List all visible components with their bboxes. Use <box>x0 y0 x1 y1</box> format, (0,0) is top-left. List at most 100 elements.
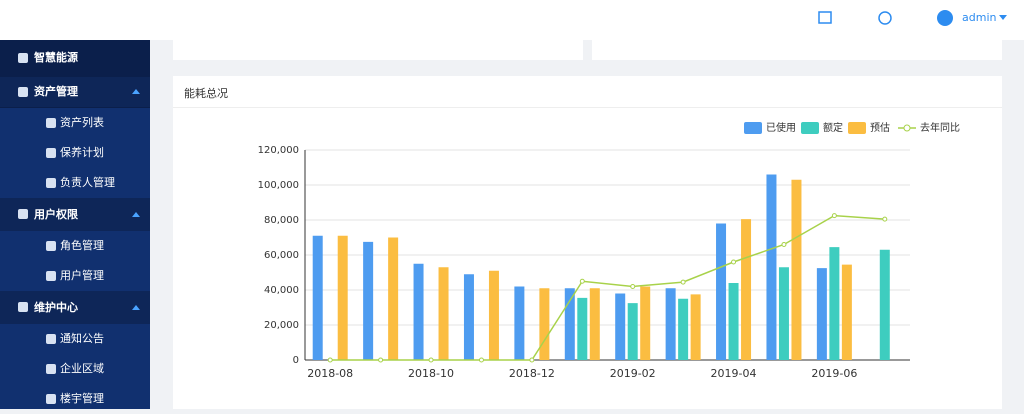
bar <box>741 219 752 360</box>
menu-item[interactable]: 楼宇管理 <box>0 384 150 409</box>
line-point <box>378 357 384 363</box>
avatar-icon[interactable] <box>937 10 953 26</box>
power-icon[interactable] <box>878 11 892 25</box>
menu-label: 角色管理 <box>60 239 104 252</box>
menu-label: 通知公告 <box>60 332 104 345</box>
menu-group[interactable]: 资产管理 <box>0 77 150 107</box>
menu-item[interactable]: 角色管理 <box>0 231 150 261</box>
bar <box>564 288 575 360</box>
bar <box>879 249 890 360</box>
bar <box>678 298 689 360</box>
bar <box>363 241 374 360</box>
legend-label: 已使用 <box>766 121 796 134</box>
y-tick-label: 60,000 <box>264 250 299 261</box>
bar <box>640 286 651 360</box>
x-tick-label: 2019-06 <box>811 367 857 380</box>
legend-label: 预估 <box>870 121 890 134</box>
line-point <box>781 242 787 247</box>
menu-item[interactable]: 企业区域 <box>0 354 150 384</box>
line-point <box>831 213 837 219</box>
line-point <box>579 278 585 284</box>
menu-item[interactable]: 资产列表 <box>0 108 150 138</box>
bar <box>728 283 739 360</box>
card <box>592 40 1002 60</box>
y-tick-label: 0 <box>293 355 299 366</box>
menu-item[interactable]: 保养计划 <box>0 138 150 168</box>
sidebar: 智慧能源 资产管理 资产列表 保养计划 负责人管理 用户权限 角色管理 用户管理… <box>0 40 150 409</box>
menu-group[interactable]: 维护中心 <box>0 291 150 324</box>
y-tick-label: 40,000 <box>264 285 299 296</box>
menu-label: 智慧能源 <box>34 51 78 64</box>
y-tick-label: 80,000 <box>264 215 299 226</box>
legend-swatch <box>744 122 762 134</box>
dropdown-caret[interactable] <box>999 15 1007 20</box>
menu-item[interactable]: 智慧能源 <box>0 43 150 73</box>
line-point <box>529 357 535 363</box>
menu-label: 负责人管理 <box>60 176 115 189</box>
user-name[interactable]: admin <box>962 11 997 24</box>
bar <box>463 274 474 360</box>
bar <box>514 286 525 360</box>
bar <box>577 297 588 360</box>
bar <box>539 288 550 360</box>
top-bar: admin <box>0 0 1024 40</box>
x-tick-label: 2019-04 <box>711 367 757 380</box>
line <box>330 214 885 361</box>
legend-marker <box>903 124 911 132</box>
bar <box>690 294 701 360</box>
bar <box>627 303 638 360</box>
bar <box>716 223 727 360</box>
top-icons <box>818 10 1007 26</box>
bar <box>791 179 802 360</box>
bar <box>438 267 449 360</box>
bar <box>615 293 626 360</box>
bar <box>337 235 348 360</box>
menu-label: 用户权限 <box>34 208 78 221</box>
bar <box>388 237 399 360</box>
y-tick-label: 20,000 <box>264 320 299 331</box>
legend-label: 额定 <box>823 121 843 134</box>
legend-swatch <box>848 122 866 134</box>
line-point <box>731 259 737 265</box>
menu-label: 用户管理 <box>60 269 104 282</box>
card-header <box>173 76 1002 108</box>
bar <box>589 288 600 360</box>
menu-item[interactable]: 用户管理 <box>0 261 150 291</box>
menu-label: 资产列表 <box>60 116 104 129</box>
menu-label: 资产管理 <box>34 85 78 98</box>
bar <box>413 263 424 360</box>
menu-item[interactable]: 负责人管理 <box>0 168 150 198</box>
legend-swatch <box>801 122 819 134</box>
menu-label: 楼宇管理 <box>60 392 104 405</box>
line-point <box>327 357 333 363</box>
line-point <box>478 357 484 363</box>
bar <box>766 174 777 360</box>
card <box>173 40 583 60</box>
bar <box>841 264 852 360</box>
legend-label: 去年同比 <box>920 121 960 134</box>
bar <box>778 267 789 360</box>
home-icon[interactable] <box>818 11 832 24</box>
line-point <box>680 279 686 285</box>
x-tick-label: 2019-02 <box>610 367 656 380</box>
bar <box>829 247 840 360</box>
line-point <box>428 357 434 363</box>
y-tick-label: 100,000 <box>258 180 299 191</box>
menu-item[interactable]: 通知公告 <box>0 324 150 354</box>
x-tick-label: 2018-12 <box>509 367 555 380</box>
bar <box>312 235 323 360</box>
line-point <box>882 216 888 222</box>
x-tick-label: 2018-10 <box>408 367 454 380</box>
card-title: 能耗总况 <box>184 87 228 100</box>
bar <box>488 270 499 360</box>
chart-card: 能耗总况 0 20,000 40,000 60,000 80,000 100,000 120… <box>173 76 1002 409</box>
menu-group[interactable]: 用户权限 <box>0 198 150 231</box>
y-tick-label: 120,000 <box>258 145 299 156</box>
x-tick-label: 2018-08 <box>307 367 353 380</box>
bar <box>816 268 827 360</box>
menu-label: 企业区域 <box>60 362 104 375</box>
line-point <box>630 284 636 289</box>
chart: 0 20,000 40,000 60,000 80,000 100,000 120,000 2… <box>258 121 960 380</box>
menu-label: 保养计划 <box>60 146 104 159</box>
